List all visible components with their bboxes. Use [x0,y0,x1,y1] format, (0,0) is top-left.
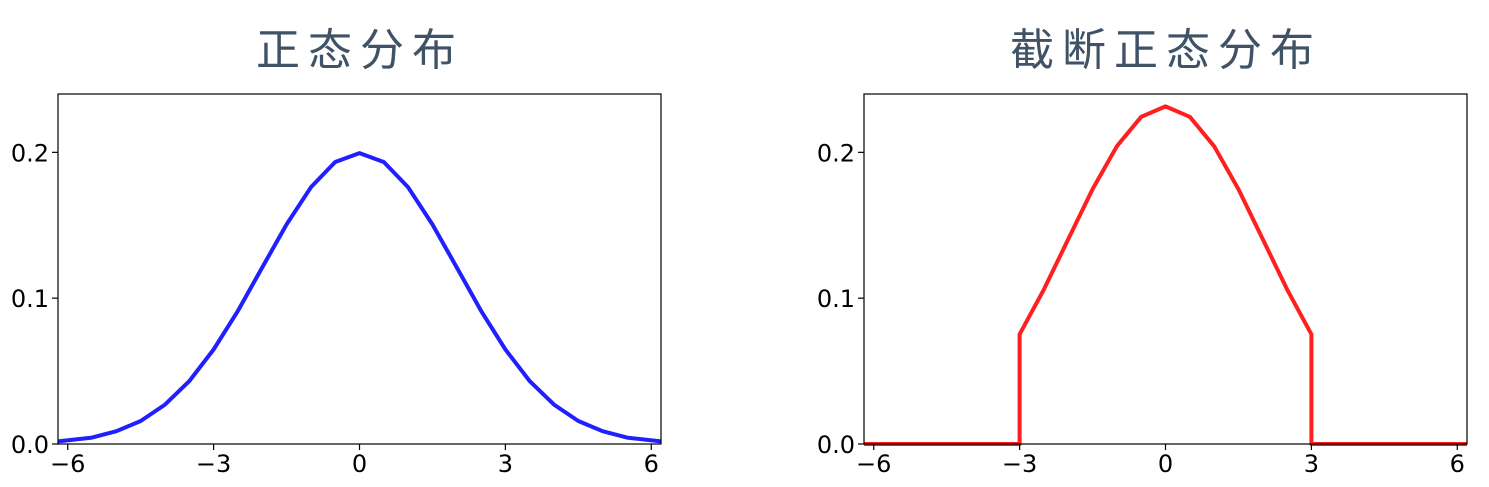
x-tick-label: 0 [352,450,367,478]
x-tick-label: −3 [196,450,231,478]
chart-title-normal: 正态分布 [256,25,464,76]
x-tick-label: 3 [1304,450,1319,478]
y-tick-label: 0.0 [11,431,49,459]
chart-title-truncated-normal: 截断正态分布 [1010,25,1322,76]
x-tick-label: 0 [1158,450,1173,478]
series-line-1-0 [864,104,1467,446]
x-tick-label: 3 [498,450,513,478]
x-tick-label: −6 [50,450,85,478]
y-tick-label: 0.2 [817,139,855,167]
y-tick-label: 0.1 [817,285,855,313]
x-tick-label: −6 [856,450,891,478]
y-tick-label: 0.1 [11,285,49,313]
series-line-0-0 [57,151,662,444]
x-tick-label: −3 [1002,450,1037,478]
x-tick-label: 6 [644,450,659,478]
plot-frame [863,93,1468,445]
y-tick-label: 0.2 [11,139,49,167]
plot-panel-truncated-normal: −6 −3 0 3 6 0.0 0.1 0.2 [817,93,1468,478]
plot-frame [57,93,662,445]
x-tick-label: 6 [1450,450,1465,478]
plot-panel-normal: −6 −3 0 3 6 0.0 0.1 0.2 [11,93,662,478]
y-tick-label: 0.0 [817,431,855,459]
